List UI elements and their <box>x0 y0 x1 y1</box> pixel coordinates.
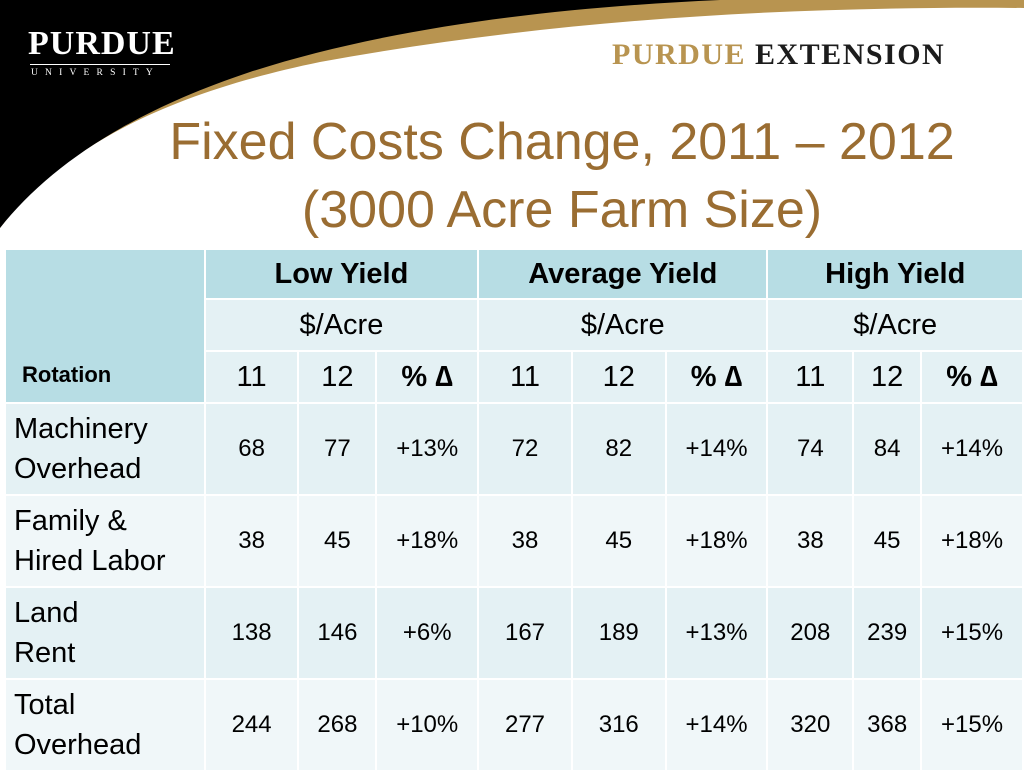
table-cell: 68 <box>203 402 300 496</box>
table-cell: +14% <box>664 402 769 496</box>
table-row: Machinery Overhead 68 77 +13% 72 82 +14% … <box>4 402 1024 496</box>
table-cell: 239 <box>852 586 923 680</box>
row-label-line2: Overhead <box>14 729 142 761</box>
table-row: Total Overhead 244 268 +10% 277 316 +14% … <box>4 678 1024 772</box>
university-wordmark: UNIVERSITY <box>31 68 160 78</box>
year-header-12: 12 <box>297 350 378 404</box>
row-label-line2: Rent <box>14 637 76 669</box>
table-cell: +15% <box>920 586 1024 680</box>
header-swoosh <box>0 0 1024 228</box>
year-header-11: 11 <box>766 350 855 404</box>
table-cell: 277 <box>477 678 573 772</box>
table-cell: +15% <box>920 678 1024 772</box>
table-cell: 82 <box>570 402 667 496</box>
purdue-wordmark: PURDUE <box>28 25 176 62</box>
year-header-11: 11 <box>477 350 573 404</box>
pct-change-header: % ∆ <box>664 350 769 404</box>
slide-title-line2: (3000 Acre Farm Size) <box>301 181 823 239</box>
table-cell: +14% <box>664 678 769 772</box>
table-cell: +10% <box>375 678 480 772</box>
table-cell: 45 <box>852 494 923 588</box>
table-cell: 84 <box>852 402 923 496</box>
group-header-average-yield: Average Yield <box>477 248 769 300</box>
pct-change-header: % ∆ <box>920 350 1024 404</box>
group-header-row: Rotation Low Yield Average Yield High Yi… <box>4 248 1024 404</box>
table-cell: 45 <box>570 494 667 588</box>
slide-title: Fixed Costs Change, 2011 – 2012 (3000 Ac… <box>100 108 1024 244</box>
purdue-extension-logo: PURDUE EXTENSION <box>612 38 945 72</box>
unit-header-row: $/Acre $/Acre $/Acre <box>5 298 1024 352</box>
table-cell: 77 <box>297 402 378 496</box>
fixed-costs-table: Rotation Low Yield Average Yield High Yi… <box>4 248 1024 772</box>
year-header-11: 11 <box>203 350 300 404</box>
row-label: Machinery Overhead <box>4 402 206 496</box>
table-cell: 138 <box>203 586 300 680</box>
extension-logo-purdue: PURDUE <box>612 38 746 71</box>
row-label: Land Rent <box>4 586 206 680</box>
row-label: Total Overhead <box>4 678 206 772</box>
table-cell: 74 <box>766 402 855 496</box>
unit-header-average-yield: $/Acre <box>477 298 769 352</box>
logo-rule <box>30 64 170 65</box>
row-label-line1: Family & <box>14 505 127 537</box>
table-cell: 167 <box>477 586 573 680</box>
unit-header-low-yield: $/Acre <box>203 298 480 352</box>
table-cell: 268 <box>297 678 378 772</box>
extension-logo-extension: EXTENSION <box>755 38 946 71</box>
table-cell: 72 <box>477 402 573 496</box>
table-cell: +18% <box>664 494 769 588</box>
table-cell: +13% <box>664 586 769 680</box>
table-cell: 320 <box>766 678 855 772</box>
table-cell: 368 <box>852 678 923 772</box>
table-cell: 45 <box>297 494 378 588</box>
row-label-line2: Hired Labor <box>14 545 166 577</box>
table-cell: 208 <box>766 586 855 680</box>
unit-header-high-yield: $/Acre <box>766 298 1024 352</box>
row-label-line1: Machinery <box>14 413 148 445</box>
row-label-line1: Land <box>14 597 79 629</box>
table-cell: 316 <box>570 678 667 772</box>
row-label-line1: Total <box>14 689 76 721</box>
table-cell: +6% <box>375 586 480 680</box>
year-header-12: 12 <box>852 350 923 404</box>
table-cell: 189 <box>570 586 667 680</box>
slide-title-line1: Fixed Costs Change, 2011 – 2012 <box>169 113 955 171</box>
year-header-12: 12 <box>570 350 667 404</box>
table-cell: +18% <box>920 494 1024 588</box>
table-cell: 38 <box>766 494 855 588</box>
table-cell: 244 <box>203 678 300 772</box>
year-header-row: 11 12 % ∆ 11 12 % ∆ 11 12 % ∆ <box>5 350 1024 404</box>
table-cell: 146 <box>297 586 378 680</box>
table-row: Family & Hired Labor 38 45 +18% 38 45 +18… <box>4 494 1024 588</box>
row-label-line2: Overhead <box>14 453 142 485</box>
table-cell: 38 <box>203 494 300 588</box>
table-cell: +14% <box>920 402 1024 496</box>
table-cell: 38 <box>477 494 573 588</box>
pct-change-header: % ∆ <box>375 350 480 404</box>
table-cell: +13% <box>375 402 480 496</box>
table-cell: +18% <box>375 494 480 588</box>
table-row: Land Rent 138 146 +6% 167 189 +13% 208 23… <box>4 586 1024 680</box>
row-label: Family & Hired Labor <box>4 494 206 588</box>
rotation-header: Rotation <box>4 248 206 404</box>
group-header-low-yield: Low Yield <box>203 248 480 300</box>
group-header-high-yield: High Yield <box>766 248 1024 300</box>
purdue-university-logo: PURDUE UNIVERSITY <box>28 26 176 79</box>
